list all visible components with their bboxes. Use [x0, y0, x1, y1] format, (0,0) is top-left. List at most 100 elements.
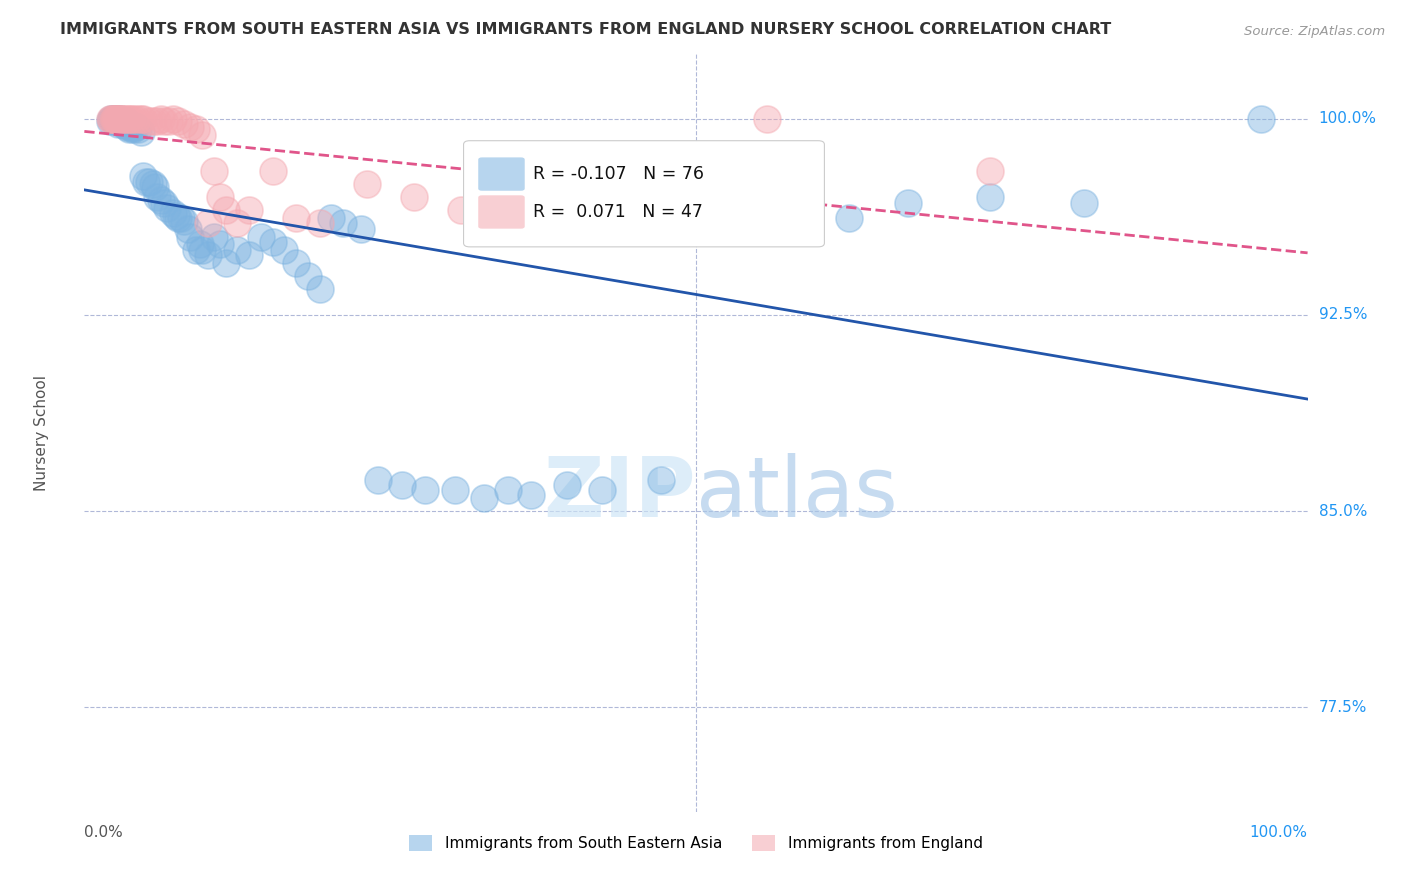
Point — [496, 483, 519, 497]
Text: 100.0%: 100.0% — [1319, 112, 1376, 127]
Point — [332, 217, 354, 231]
Point — [308, 217, 330, 231]
FancyBboxPatch shape — [464, 141, 824, 247]
Point — [214, 203, 236, 218]
Point — [120, 120, 142, 134]
Point — [472, 491, 495, 505]
Point — [285, 255, 308, 269]
Point — [132, 169, 155, 184]
Point — [127, 112, 149, 126]
Point — [979, 190, 1001, 204]
Point — [1250, 112, 1272, 126]
Text: Nursery School: Nursery School — [34, 375, 49, 491]
Point — [108, 112, 131, 126]
Point — [98, 114, 121, 128]
Point — [165, 209, 187, 223]
Point — [104, 112, 127, 126]
Point — [202, 164, 225, 178]
Point — [108, 112, 131, 126]
Point — [262, 164, 284, 178]
Point — [402, 190, 425, 204]
Point — [214, 255, 236, 269]
Point — [104, 112, 127, 126]
Point — [520, 488, 543, 502]
Point — [755, 112, 778, 126]
Point — [129, 112, 152, 126]
Point — [170, 211, 193, 226]
Point — [444, 483, 467, 497]
Point — [142, 114, 165, 128]
Point — [105, 114, 128, 128]
Point — [98, 112, 121, 126]
Point — [138, 114, 160, 128]
Legend: Immigrants from South Eastern Asia, Immigrants from England: Immigrants from South Eastern Asia, Immi… — [404, 829, 988, 857]
Point — [321, 211, 343, 226]
Point — [249, 229, 271, 244]
Point — [103, 112, 125, 126]
Point — [135, 175, 157, 189]
Point — [450, 203, 472, 218]
Text: atlas: atlas — [696, 453, 897, 533]
Point — [115, 120, 138, 134]
Point — [350, 221, 373, 235]
Point — [208, 237, 231, 252]
Point — [117, 117, 139, 131]
Point — [118, 122, 141, 136]
Point — [555, 478, 578, 492]
Point — [979, 164, 1001, 178]
Text: ZIP: ZIP — [544, 453, 696, 533]
Point — [356, 178, 378, 192]
Point — [273, 243, 295, 257]
Text: 77.5%: 77.5% — [1319, 699, 1367, 714]
Point — [111, 112, 134, 126]
Point — [107, 117, 129, 131]
Point — [149, 193, 172, 207]
Point — [415, 483, 437, 497]
Point — [142, 178, 165, 192]
Point — [779, 217, 801, 231]
Text: R =  0.071   N = 47: R = 0.071 N = 47 — [533, 203, 703, 221]
Point — [153, 114, 176, 128]
Point — [685, 217, 707, 231]
Point — [100, 112, 122, 126]
Point — [105, 112, 128, 126]
Point — [107, 112, 129, 126]
Point — [285, 211, 308, 226]
Point — [208, 190, 231, 204]
Text: 92.5%: 92.5% — [1319, 308, 1367, 323]
Point — [103, 114, 125, 128]
Point — [143, 179, 166, 194]
Point — [226, 243, 249, 257]
Point — [308, 282, 330, 296]
Point — [121, 122, 143, 136]
Point — [238, 248, 260, 262]
Point — [188, 237, 211, 252]
Point — [153, 195, 176, 210]
Text: Source: ZipAtlas.com: Source: ZipAtlas.com — [1244, 25, 1385, 38]
Text: 0.0%: 0.0% — [84, 825, 124, 839]
Point — [132, 112, 155, 126]
Point — [146, 114, 169, 128]
Point — [191, 243, 214, 257]
Point — [125, 120, 148, 134]
Point — [391, 478, 413, 492]
Point — [110, 112, 132, 126]
Point — [179, 229, 201, 244]
Point — [202, 229, 225, 244]
Point — [112, 117, 135, 131]
Text: 85.0%: 85.0% — [1319, 504, 1367, 518]
Point — [173, 214, 195, 228]
Point — [101, 112, 124, 126]
Point — [262, 235, 284, 249]
Point — [115, 112, 138, 126]
Point — [156, 201, 179, 215]
Point — [650, 473, 672, 487]
Point — [897, 195, 920, 210]
Point — [162, 206, 184, 220]
Point — [101, 112, 124, 126]
Point — [120, 112, 142, 126]
Point — [149, 112, 172, 126]
Point — [167, 114, 190, 128]
Point — [105, 112, 128, 126]
Point — [1073, 195, 1095, 210]
